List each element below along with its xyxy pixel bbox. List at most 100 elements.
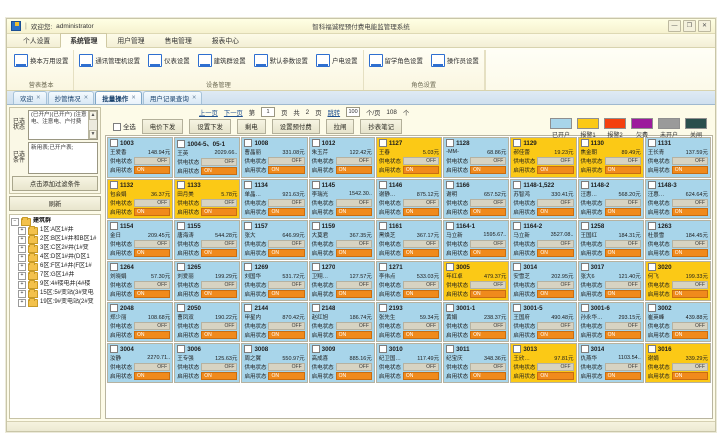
enable-state-value[interactable]: ON (268, 208, 305, 216)
meter-cell[interactable]: 1155 唐海涛 544.28元 供电状态 OFF 启用状态 ON (174, 220, 241, 260)
supply-state-value[interactable]: OFF (604, 157, 641, 165)
checkbox-icon[interactable] (647, 181, 656, 189)
checkbox-icon[interactable] (113, 122, 121, 131)
meter-cell[interactable]: 1270 卫翔… 127.57元 供电状态 OFF 启用状态 ON (308, 261, 375, 301)
collapse-icon[interactable]: − (11, 217, 19, 226)
supply-state-value[interactable]: OFF (671, 240, 708, 248)
meter-cell[interactable]: 1161 黑焕芝 367.17元 供电状态 OFF 启用状态 ON (375, 220, 443, 260)
meter-cell[interactable]: 3014 仇燕华 1103.54.. 供电状态 OFF 启用状态 ON (577, 343, 644, 383)
meter-cell[interactable]: 3010 纪卫国… 117.49元 供电状态 OFF 启用状态 ON (375, 343, 443, 383)
expand-icon[interactable]: + (18, 262, 26, 271)
checkbox-icon[interactable] (580, 304, 589, 312)
enable-state-value[interactable]: ON (134, 331, 171, 339)
meter-cell[interactable]: 3017 张大6 121.40元 供电状态 OFF 启用状态 ON (577, 261, 644, 301)
checkbox-icon[interactable] (513, 304, 522, 312)
supply-state-value[interactable]: OFF (335, 199, 372, 207)
jump-link[interactable]: 跳转 (327, 109, 341, 117)
prev-page-link[interactable]: 上一页 (199, 109, 218, 117)
supply-state-value[interactable]: OFF (402, 363, 440, 371)
tree-node-zone-19[interactable]: + 19区:9#变电站(2#变 (11, 298, 99, 307)
meter-cell[interactable]: 3002 崔英峰 439.88元 供电状态 OFF 启用状态 ON (644, 302, 711, 342)
enable-state-value[interactable]: ON (470, 208, 507, 216)
checkbox-icon[interactable] (311, 139, 320, 147)
enable-state-value[interactable]: ON (201, 249, 238, 257)
add-filter-button[interactable]: 点击添加过滤条件 (12, 176, 98, 191)
checkbox-icon[interactable] (177, 263, 186, 271)
meter-cell[interactable]: 1271 李伟点 533.03元 供电状态 OFF 启用状态 ON (375, 261, 443, 301)
supply-state-value[interactable]: OFF (402, 281, 440, 289)
meter-cell[interactable]: 3005 年红卓 479.37元 供电状态 OFF 启用状态 ON (443, 261, 510, 301)
checkbox-icon[interactable] (378, 345, 387, 353)
enable-state-value[interactable]: ON (402, 290, 440, 298)
doc-tab-user-records[interactable]: 用户记录查询 ✕ (142, 91, 203, 104)
checkbox-icon[interactable] (580, 263, 589, 271)
checkbox-icon[interactable] (110, 263, 118, 271)
supply-state-value[interactable]: OFF (470, 281, 507, 289)
refresh-button[interactable]: 刷新 (9, 196, 101, 211)
supply-state-value[interactable]: OFF (268, 322, 305, 330)
checkbox-icon[interactable] (177, 345, 186, 353)
meter-cell[interactable]: 3004 汝静 2270.71.. 供电状态 OFF 启用状态 ON (107, 343, 174, 383)
enable-state-value[interactable]: ON (470, 331, 507, 339)
checkbox-icon[interactable] (378, 304, 387, 312)
ribbon-button-default-params[interactable]: 默认参数设置 (252, 53, 310, 68)
meter-cell[interactable]: 2148 赵红旭 186.74元 供电状态 OFF 启用状态 ON (308, 302, 375, 342)
checkbox-icon[interactable] (513, 181, 522, 189)
close-icon[interactable]: ✕ (698, 20, 711, 32)
enable-state-value[interactable]: ON (604, 290, 641, 298)
scrollbar-vertical[interactable]: ▲ ▼ (88, 111, 97, 139)
meter-cell[interactable]: 1164-1 马立新 1595.67.. 供电状态 OFF 启用状态 ON (443, 220, 510, 260)
checkbox-icon[interactable] (244, 345, 253, 353)
supply-state-value[interactable]: OFF (470, 322, 507, 330)
close-icon[interactable]: ✕ (36, 95, 41, 101)
meter-cell[interactable]: 1131 王长青 137.59元 供电状态 OFF 启用状态 ON (644, 137, 711, 178)
checkbox-icon[interactable] (647, 345, 656, 353)
checkbox-icon[interactable] (311, 304, 320, 312)
supply-state-value[interactable]: OFF (201, 199, 238, 207)
meter-cell[interactable]: 1012 朱玉芹 122.42元 供电状态 OFF 启用状态 ON (308, 137, 375, 178)
supply-state-value[interactable]: OFF (134, 240, 171, 248)
ribbon-button-building-settings[interactable]: 建筑群设置 (196, 53, 248, 68)
checkbox-icon[interactable] (446, 263, 455, 271)
supply-state-value[interactable]: OFF (335, 157, 372, 165)
enable-state-value[interactable]: ON (134, 372, 171, 380)
checkbox-icon[interactable] (110, 139, 118, 147)
enable-state-value[interactable]: ON (604, 166, 641, 174)
meter-cell[interactable]: 1130 焦金朝 89.49元 供电状态 OFF 启用状态 ON (577, 137, 644, 178)
meter-cell[interactable]: 1146 谢静… 875.12元 供电状态 OFF 启用状态 ON (375, 179, 443, 219)
checkbox-icon[interactable] (580, 222, 589, 230)
checkbox-icon[interactable] (446, 222, 455, 230)
supply-state-value[interactable]: OFF (134, 281, 171, 289)
enable-state-value[interactable]: ON (268, 372, 305, 380)
checkbox-icon[interactable] (513, 222, 522, 230)
supply-state-value[interactable]: OFF (134, 157, 171, 165)
supply-state-value[interactable]: OFF (335, 240, 372, 248)
checkbox-icon[interactable] (580, 139, 589, 147)
enable-state-value[interactable]: ON (470, 290, 507, 298)
tree-node-zone-1[interactable]: + 1区:A区1#井 (11, 226, 99, 235)
supply-state-value[interactable]: OFF (470, 157, 507, 165)
enable-state-value[interactable]: ON (201, 331, 238, 339)
enable-state-value[interactable]: ON (604, 208, 641, 216)
checkbox-icon[interactable] (513, 139, 522, 147)
checkbox-icon[interactable] (177, 222, 186, 230)
checkbox-icon[interactable] (513, 345, 522, 353)
ribbon-tab-system[interactable]: 系统管理 (60, 33, 108, 48)
meter-cell[interactable]: 3016 谢娟 339.29元 供电状态 OFF 启用状态 ON (644, 343, 711, 383)
supply-state-value[interactable]: OFF (671, 281, 708, 289)
checkbox-icon[interactable] (647, 139, 656, 147)
checkbox-icon[interactable] (311, 181, 320, 189)
enable-state-value[interactable]: ON (604, 331, 641, 339)
enable-state-value[interactable]: ON (402, 249, 440, 257)
set-prepaid-button[interactable]: 设置预付费 (271, 119, 320, 134)
select-all-checkbox[interactable]: 全选 (113, 122, 136, 131)
meter-cell[interactable]: 1164-2 马立新 3527.08.. 供电状态 OFF 启用状态 ON (510, 220, 577, 260)
enable-state-value[interactable]: ON (671, 290, 708, 298)
enable-state-value[interactable]: ON (604, 249, 641, 257)
checkbox-icon[interactable] (378, 263, 387, 271)
scroll-down-icon[interactable]: ▼ (89, 130, 97, 139)
supply-state-value[interactable]: OFF (201, 240, 238, 248)
ribbon-tab-sales[interactable]: 售电管理 (164, 38, 192, 45)
enable-state-value[interactable]: ON (671, 372, 708, 380)
supply-state-value[interactable]: OFF (470, 199, 507, 207)
